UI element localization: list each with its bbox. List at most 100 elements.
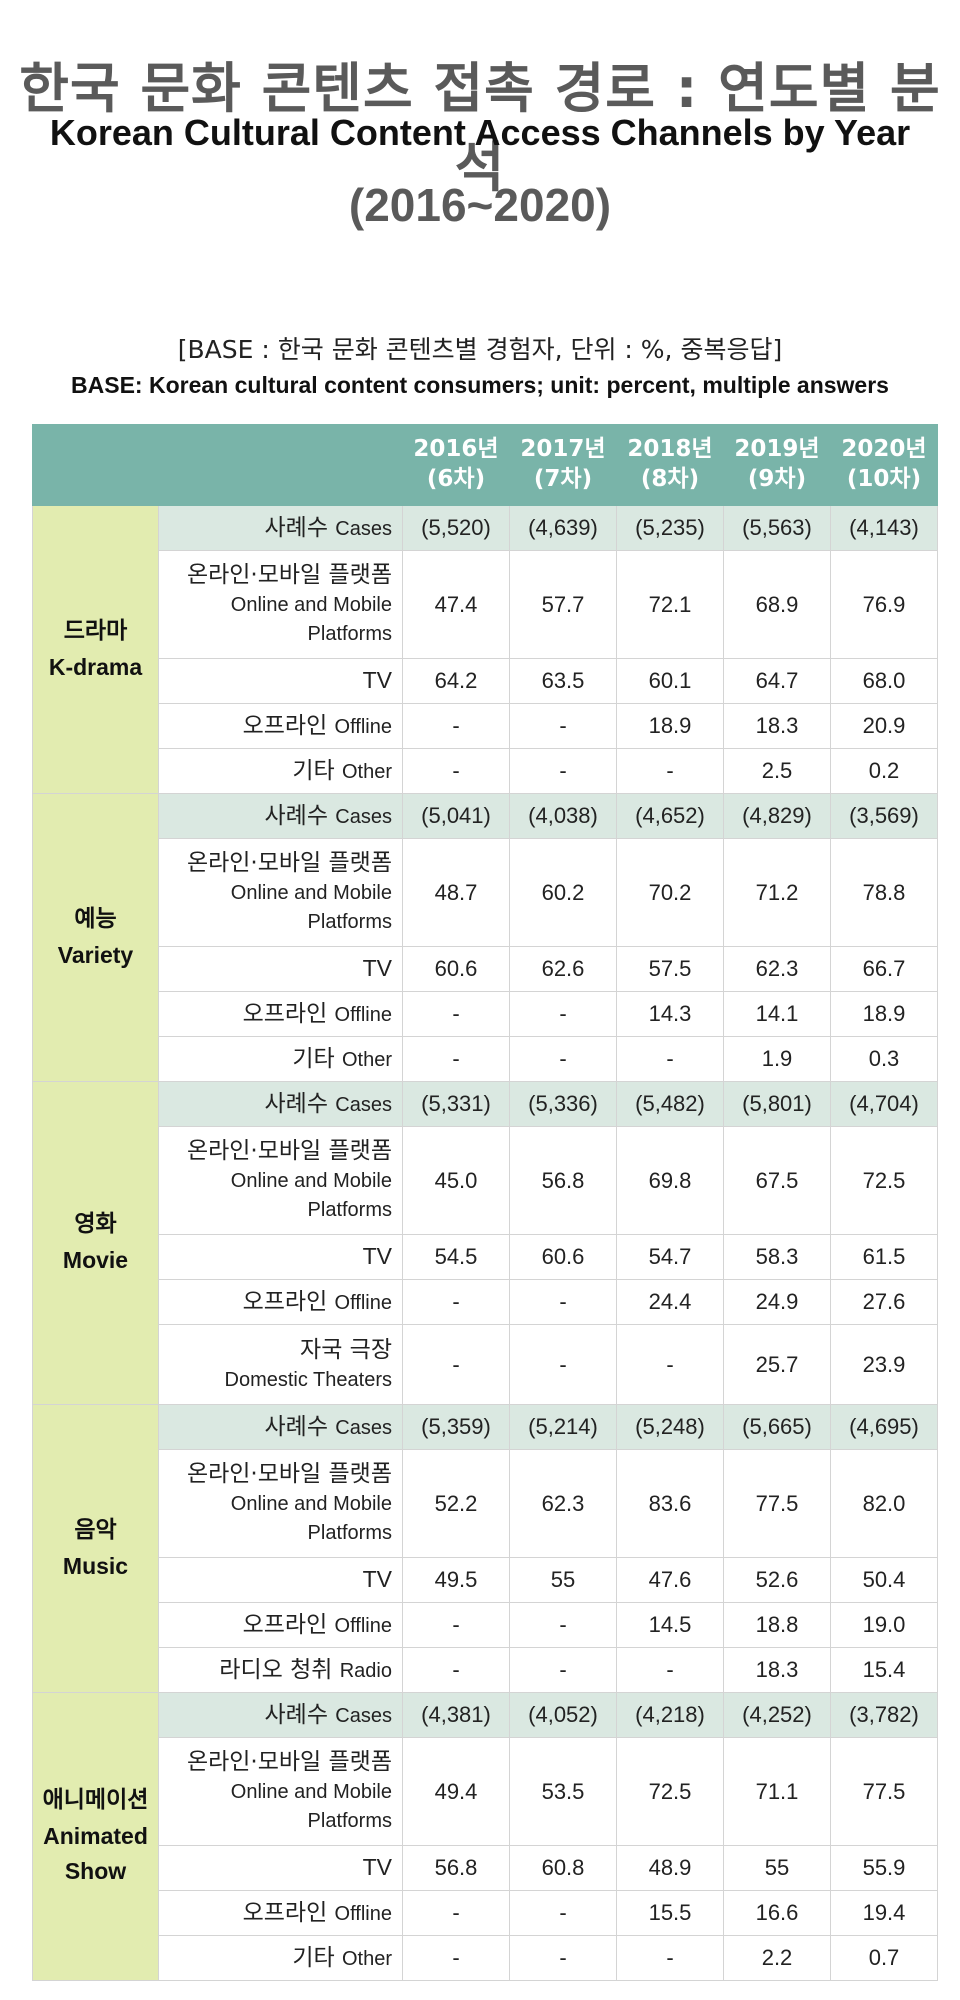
value-cell: 52.2 [402,1449,510,1558]
channel-label-korean: 기타 [292,757,335,784]
value-cell: 16.6 [723,1890,831,1936]
base-note-english: BASE: Korean cultural content consumers;… [71,372,889,398]
value-cell: (5,359) [402,1404,510,1450]
value-cell: (4,218) [616,1692,724,1738]
value-cell: 2.2 [723,1935,831,1981]
value-cell: - [402,703,510,749]
channel-label: 오프라인 Offline [158,1279,403,1325]
category-label: 애니메이션 Animated Show [32,1692,159,1981]
value-cell: (5,235) [616,505,724,551]
value-cell: 67.5 [723,1126,831,1235]
value-cell: 15.5 [616,1890,724,1936]
value-cell: 14.1 [723,991,831,1037]
value-cell: 0.3 [830,1036,938,1082]
value-cell: - [616,1647,724,1693]
value-cell: 64.2 [402,658,510,704]
value-cell: 49.4 [402,1737,510,1846]
value-cell: 25.7 [723,1324,831,1405]
value-cell: 66.7 [830,946,938,992]
channel-label-english: Domestic Theaters [224,1368,392,1391]
channel-label-korean: 오프라인 [242,1000,328,1027]
value-cell: 0.7 [830,1935,938,1981]
value-cell: (4,381) [402,1692,510,1738]
value-cell: 71.1 [723,1737,831,1846]
value-cell: - [509,1890,617,1936]
value-cell: 53.5 [509,1737,617,1846]
value-cell: - [509,1036,617,1082]
value-cell: (5,520) [402,505,510,551]
value-cell: 20.9 [830,703,938,749]
channel-label-korean: 온라인·모바일 플랫폼 [186,1749,392,1776]
value-cell: 14.5 [616,1602,724,1648]
table-row-cases: 드라마 K-drama 사례수 Cases (5,520) (4,639) (5,235)… [32,505,938,794]
value-cell: 60.1 [616,658,724,704]
table-row: 기타 Other - - -2.5 0.2 [33,748,938,794]
channel-label: 온라인·모바일 플랫폼 Online and Mobile Platforms [158,1126,403,1235]
channel-label-english: Offline [334,1614,392,1637]
value-cell: 69.8 [616,1126,724,1235]
value-cell: 77.5 [830,1737,938,1846]
value-cell: (3,569) [830,793,938,839]
value-cell: - [616,1036,724,1082]
channel-label-english: TV [362,1854,392,1881]
value-cell: - [402,1279,510,1325]
header-blank-cell [32,424,403,506]
page-year-range: (2016~2020) [348,179,612,231]
value-cell: 60.6 [402,946,510,992]
channel-label-english: Other [341,1947,392,1970]
channel-label-korean: 자국 극장 [300,1336,392,1363]
value-cell: 47.4 [402,550,510,659]
value-cell: (5,563) [723,505,831,551]
table-row-cases: 영화 Movie 사례수 Cases (5,331) (5,336) (5,482) (5,… [32,1081,938,1405]
value-cell: 83.6 [616,1449,724,1558]
value-cell: (4,704) [830,1081,938,1127]
channel-label-korean: 사례수 [264,514,328,541]
value-cell: 55 [509,1557,617,1603]
table-row: 온라인·모바일 플랫폼 Online and Mobile Platforms 47… [33,550,938,659]
category-label: 영화 Movie [32,1081,159,1405]
value-cell: 60.2 [509,838,617,947]
channel-label-english: TV [362,955,392,982]
value-cell: - [616,1324,724,1405]
value-cell: - [509,1647,617,1693]
channel-label-english: Online and Mobile Platforms [230,1170,392,1221]
channel-label: 사례수 Cases [158,1404,403,1450]
category-label: 음악 Music [32,1404,159,1693]
table-row: 오프라인 Offline - -14.3 14.1 18.9 [33,991,938,1037]
value-cell: 72.1 [616,550,724,659]
value-cell: 18.9 [616,703,724,749]
value-cell: 18.9 [830,991,938,1037]
value-cell: - [402,991,510,1037]
value-cell: - [402,1324,510,1405]
channel-label-korean: 기타 [292,1045,335,1072]
channel-label-english: Cases [335,1093,392,1116]
channel-label: TV [158,946,403,992]
value-cell: 52.6 [723,1557,831,1603]
value-cell: 78.8 [830,838,938,947]
table-row: 오프라인 Offline - -24.4 24.9 27.6 [33,1279,938,1325]
category-label-korean: 영화 [74,1211,117,1238]
value-cell: 55 [723,1845,831,1891]
table-row-cases: 음악 Music 사례수 Cases (5,359) (5,214) (5,248) (5,… [32,1404,938,1693]
channel-label-english: Offline [334,1003,392,1026]
category-label: 예능 Variety [32,793,159,1082]
channel-label-korean: 오프라인 [242,1611,328,1638]
header-year-2017: 2017년 (7차) [509,424,617,506]
value-cell: (5,665) [723,1404,831,1450]
table-row-cases: 예능 Variety 사례수 Cases (5,041) (4,038) (4,652)(… [32,793,938,1082]
category-label-english: Animated Show [43,1822,148,1885]
channel-label-english: Online and Mobile Platforms [230,1493,392,1544]
channel-label-korean: 오프라인 [242,712,328,739]
channel-label: TV [158,1845,403,1891]
value-cell: 63.5 [509,658,617,704]
table-row: 기타 Other - - -2.2 0.7 [33,1935,938,1981]
category-label-english: Variety [57,941,134,968]
channel-label-english: Other [341,760,392,783]
channel-label: 오프라인 Offline [158,1890,403,1936]
channel-label: TV [158,1557,403,1603]
value-cell: 60.6 [509,1234,617,1280]
value-cell: 47.6 [616,1557,724,1603]
table-row: TV 54.5 60.6 54.7 58.3 61.5 [33,1234,938,1280]
table-row: 온라인·모바일 플랫폼 Online and Mobile Platforms 49… [33,1737,938,1846]
category-label: 드라마 K-drama [32,505,159,794]
